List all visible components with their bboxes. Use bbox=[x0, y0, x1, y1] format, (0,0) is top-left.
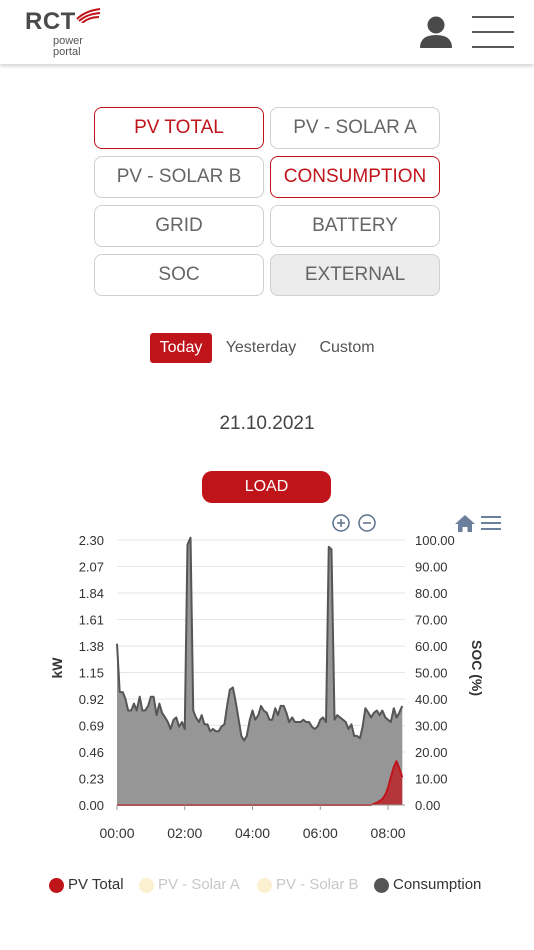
y2-tick-label: 0.00 bbox=[415, 798, 440, 813]
legend-label: PV - Solar B bbox=[276, 876, 359, 893]
y-axis-label: kW bbox=[49, 657, 65, 679]
y2-tick-label: 40.00 bbox=[415, 692, 448, 707]
y-tick-label: 0.69 bbox=[79, 719, 104, 734]
series-pv-total-line bbox=[117, 760, 404, 806]
y2-tick-label: 90.00 bbox=[415, 560, 448, 575]
selected-date[interactable]: 21.10.2021 bbox=[219, 413, 315, 434]
x-tick-label: 06:00 bbox=[303, 825, 338, 841]
y2-tick-label: 70.00 bbox=[415, 613, 448, 628]
x-tick-label: 08:00 bbox=[371, 825, 406, 841]
y2-tick-label: 60.00 bbox=[415, 639, 448, 654]
zoom-out-icon[interactable] bbox=[358, 514, 376, 532]
y-tick-label: 2.07 bbox=[79, 560, 104, 575]
y-tick-label: 0.46 bbox=[79, 745, 104, 760]
tab-custom[interactable]: Custom bbox=[319, 339, 375, 356]
logo-subtitle-line1: power bbox=[53, 35, 83, 47]
user-account-icon[interactable] bbox=[419, 15, 453, 49]
y2-tick-label: 80.00 bbox=[415, 586, 448, 601]
legend-marker bbox=[49, 878, 64, 893]
x-tick-label: 00:00 bbox=[99, 825, 134, 841]
chart-menu-icon[interactable] bbox=[481, 516, 501, 530]
x-tick-label: 02:00 bbox=[167, 825, 202, 841]
load-button[interactable]: LOAD bbox=[202, 471, 331, 503]
series-consumption-line bbox=[116, 536, 404, 742]
hamburger-menu-button[interactable] bbox=[472, 16, 514, 48]
legend-marker bbox=[257, 878, 272, 893]
y-tick-label: 2.30 bbox=[79, 533, 104, 548]
logo-wordmark: RCT bbox=[25, 8, 76, 35]
y-tick-label: 1.15 bbox=[79, 666, 104, 681]
dataset-button-pv-solar-a[interactable]: PV - SOLAR A bbox=[270, 107, 440, 149]
dataset-button-pv-total[interactable]: PV TOTAL bbox=[94, 107, 264, 149]
chart-axes: 0.00 0.23 0.46 0.69 0.92 1.15 1.38 1.61 1.84 2.07… bbox=[79, 533, 455, 841]
legend-label: PV - Solar A bbox=[158, 876, 240, 893]
y2-axis-label: SOC (%) bbox=[469, 640, 485, 696]
menu-bar bbox=[472, 46, 514, 48]
dataset-button-soc[interactable]: SOC bbox=[94, 254, 264, 296]
y-tick-label: 0.92 bbox=[79, 692, 104, 707]
y2-tick-label: 30.00 bbox=[415, 719, 448, 734]
logo-subtitle-line2: portal bbox=[53, 46, 81, 58]
logo-flame-icon bbox=[76, 8, 101, 23]
x-tick-label: 04:00 bbox=[235, 825, 270, 841]
legend-marker bbox=[374, 878, 389, 893]
menu-bar bbox=[472, 16, 514, 18]
y-tick-label: 0.00 bbox=[79, 798, 104, 813]
legend-label: Consumption bbox=[393, 876, 482, 893]
series-consumption-area bbox=[117, 537, 403, 805]
menu-bar bbox=[472, 31, 514, 33]
y-tick-label: 1.61 bbox=[79, 613, 104, 628]
y-tick-label: 0.23 bbox=[79, 772, 104, 787]
dataset-button-consumption[interactable]: CONSUMPTION bbox=[270, 156, 440, 198]
dataset-button-pv-solar-b[interactable]: PV - SOLAR B bbox=[94, 156, 264, 198]
dataset-button-external[interactable]: EXTERNAL bbox=[270, 254, 440, 296]
tab-yesterday[interactable]: Yesterday bbox=[225, 339, 297, 356]
rct-logo[interactable]: RCT power portal bbox=[25, 6, 115, 60]
legend-marker bbox=[139, 878, 154, 893]
y-tick-label: 1.84 bbox=[79, 586, 104, 601]
y2-tick-label: 10.00 bbox=[415, 772, 448, 787]
y2-tick-label: 50.00 bbox=[415, 666, 448, 681]
y-tick-label: 1.38 bbox=[79, 639, 104, 654]
tab-today[interactable]: Today bbox=[150, 333, 212, 363]
chart-legend: PV Total PV - Solar A PV - Solar B Consu… bbox=[0, 874, 534, 896]
reset-zoom-home-icon[interactable] bbox=[455, 515, 475, 532]
dataset-button-grid[interactable]: GRID bbox=[94, 205, 264, 247]
dataset-button-battery[interactable]: BATTERY bbox=[270, 205, 440, 247]
zoom-in-icon[interactable] bbox=[332, 514, 350, 532]
legend-label: PV Total bbox=[68, 876, 124, 893]
chart-series-layer bbox=[116, 536, 404, 806]
app-header: RCT power portal bbox=[0, 0, 534, 64]
energy-chart: 0.00 0.23 0.46 0.69 0.92 1.15 1.38 1.61 1.84 2.07… bbox=[49, 514, 501, 841]
y2-tick-label: 100.00 bbox=[415, 533, 455, 548]
y2-tick-label: 20.00 bbox=[415, 745, 448, 760]
